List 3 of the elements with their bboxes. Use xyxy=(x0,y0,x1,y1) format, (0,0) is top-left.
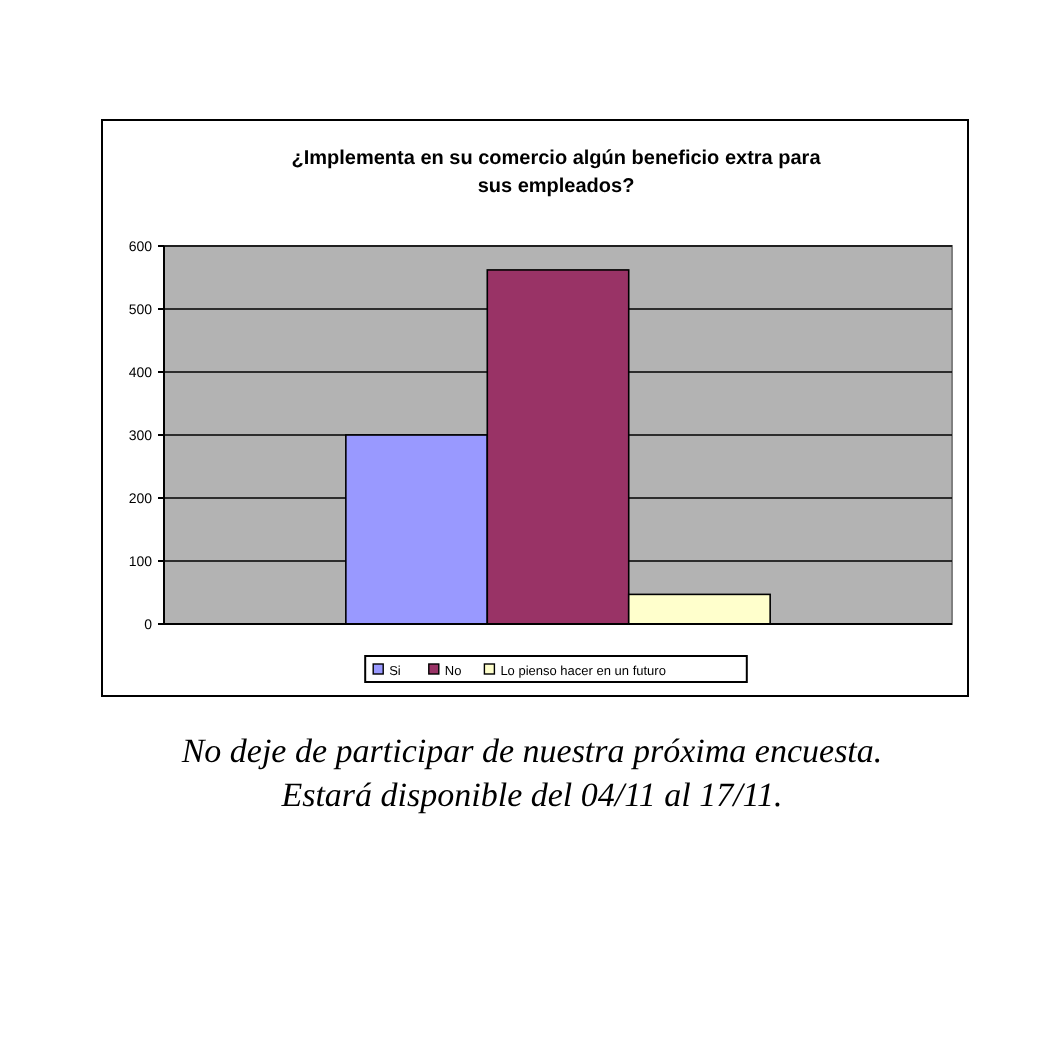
chart-title: ¿Implementa en su comercio algún beneficio extra para sus empleados? xyxy=(291,148,822,198)
text: No deje de participar de nuestra próxima encuesta. xyxy=(179,732,883,770)
text: Estará disponible del 04/11 al 17/11. xyxy=(279,776,783,814)
